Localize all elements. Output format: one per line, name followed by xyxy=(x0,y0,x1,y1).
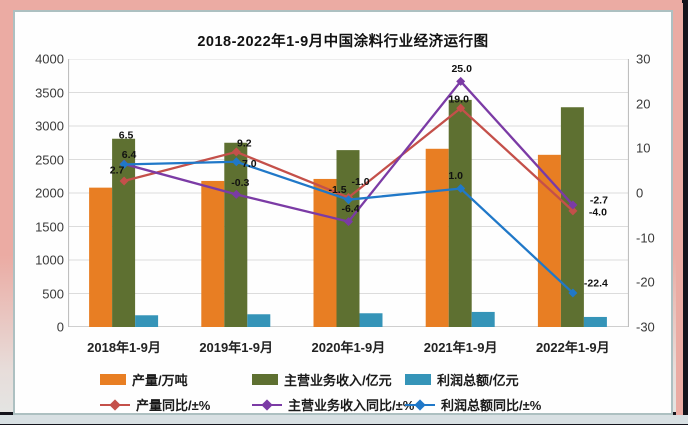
bar xyxy=(537,154,561,327)
marker xyxy=(456,184,466,194)
x-axis-tick: 2022年1-9月 xyxy=(535,340,610,355)
data-label: -6.4 xyxy=(341,203,359,215)
x-axis-tick: 2018年1-9月 xyxy=(87,340,161,355)
marker xyxy=(231,157,241,167)
plot-canvas: 2.7 9.2 -1.0 19.0 -4.0 6.5 -0.3 -6.4 25.0 -2.7 6.4… xyxy=(67,58,630,328)
marker xyxy=(568,288,578,298)
slide-pink-right-border xyxy=(676,3,683,415)
right-axis-tick: -30 xyxy=(636,319,655,335)
marker xyxy=(119,159,129,169)
bar xyxy=(224,142,248,327)
left-axis-tick: 0 xyxy=(56,319,64,335)
bar xyxy=(247,314,271,327)
x-axis-tick: 2019年1-9月 xyxy=(199,340,274,355)
bar xyxy=(112,138,136,327)
left-axis-tick: 3500 xyxy=(35,85,64,100)
legend-label: 产量/万吨 xyxy=(132,373,188,388)
data-label: 9.2 xyxy=(237,137,252,149)
bar xyxy=(583,316,607,327)
production-yoy-line-swatch xyxy=(100,398,130,411)
data-label: -2.7 xyxy=(590,195,608,207)
marker xyxy=(568,206,578,216)
right-axis-tick: 20 xyxy=(636,96,651,112)
bar xyxy=(89,187,113,327)
marker xyxy=(119,176,129,186)
bar-series-3 xyxy=(135,311,607,327)
data-label: -1.0 xyxy=(351,176,369,188)
legend-item-production-bar: 产量/万吨 xyxy=(100,370,188,389)
left-axis-tick: 2000 xyxy=(35,185,64,201)
left-axis-tick: 500 xyxy=(42,286,64,301)
bar xyxy=(359,313,383,327)
right-axis-tick: -20 xyxy=(636,274,655,290)
data-label: 6.5 xyxy=(119,129,134,141)
data-label: 7.0 xyxy=(242,158,257,170)
left-axis-tick: 2500 xyxy=(35,152,64,167)
marker xyxy=(231,147,241,157)
data-label: 2.7 xyxy=(110,164,125,176)
data-label: 25.0 xyxy=(451,63,472,75)
bar xyxy=(313,178,337,327)
marker xyxy=(568,200,578,210)
right-axis-tick: 30 xyxy=(636,51,651,67)
revenue-bar-swatch xyxy=(252,374,278,385)
left-axis-tick: 1000 xyxy=(35,252,64,268)
left-axis-tick: 4000 xyxy=(35,51,64,67)
legend-label: 利润总额/亿元 xyxy=(437,373,519,388)
left-axis-tick: 1500 xyxy=(35,219,64,234)
x-axis-tick: 2020年1-9月 xyxy=(311,340,386,355)
right-axis-tick: 0 xyxy=(636,185,644,201)
x-axis-tick: 2021年1-9月 xyxy=(423,340,498,355)
legend-item-revenue-yoy-line: 主营业务收入同比/±% xyxy=(252,395,414,414)
legend-label: 利润总额同比/±% xyxy=(441,398,542,413)
bar xyxy=(425,148,449,327)
data-label: -1.5 xyxy=(328,184,346,196)
data-label: 19.0 xyxy=(448,94,469,106)
legend-item-profit-yoy-line: 利润总额同比/±% xyxy=(405,395,541,414)
profit-yoy-line-swatch xyxy=(405,398,435,411)
marker xyxy=(456,103,466,113)
marker xyxy=(344,195,353,205)
plot-area: 2.7 9.2 -1.0 19.0 -4.0 6.5 -0.3 -6.4 25.0 -2.7 6.4… xyxy=(67,58,630,328)
data-label: -22.4 xyxy=(584,278,608,290)
bar xyxy=(135,315,159,327)
legend-item-revenue-bar: 主营业务收入/亿元 xyxy=(252,370,392,389)
chart-title: 2018-2022年1-9月中国涂料行业经济运行图 xyxy=(197,34,489,50)
data-label: 1.0 xyxy=(448,170,463,182)
profit-bar-swatch xyxy=(405,374,431,385)
bar xyxy=(448,99,472,327)
chart-panel: 2018-2022年1-9月中国涂料行业经济运行图 2.7 9.2 -1.0 19.0… xyxy=(13,10,673,415)
data-label: -4.0 xyxy=(589,206,607,218)
marker xyxy=(456,76,466,86)
production-bar-swatch xyxy=(100,374,126,385)
marker xyxy=(344,217,353,227)
data-label: 6.4 xyxy=(122,149,137,161)
legend-label: 主营业务收入同比/±% xyxy=(288,398,415,413)
legend-item-production-yoy-line: 产量同比/±% xyxy=(100,395,210,414)
legend-item-profit-bar: 利润总额/亿元 xyxy=(405,370,519,389)
bar xyxy=(471,311,495,327)
left-axis-tick: 3000 xyxy=(35,118,64,134)
right-axis-tick: 10 xyxy=(636,140,651,156)
marker xyxy=(231,189,241,199)
bar xyxy=(201,180,225,327)
legend-label: 产量同比/±% xyxy=(136,398,211,413)
data-label: -0.3 xyxy=(231,177,249,189)
legend-label: 主营业务收入/亿元 xyxy=(284,373,392,388)
right-axis-tick: -10 xyxy=(636,230,655,246)
bar-series-1 xyxy=(89,148,561,327)
bar-series-2 xyxy=(112,99,584,327)
revenue-yoy-line-swatch xyxy=(252,398,282,411)
slide-bottom-band xyxy=(0,415,688,424)
bar xyxy=(560,107,584,327)
